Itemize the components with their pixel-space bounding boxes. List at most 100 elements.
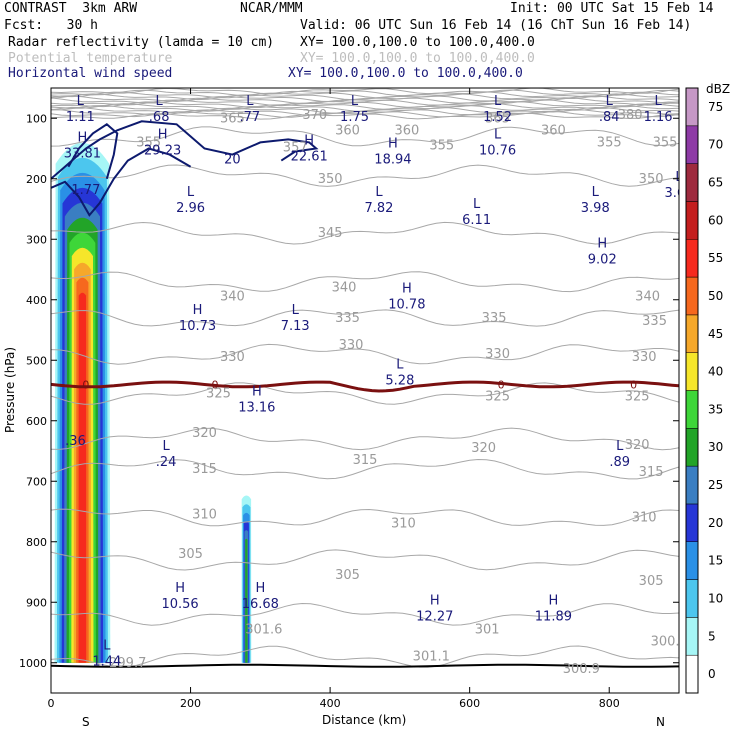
y-tick-label: 700 <box>26 475 47 488</box>
x-axis-label: Distance (km) <box>322 713 406 727</box>
extremum-value: 6.11 <box>462 213 491 228</box>
reflectivity-cell <box>241 495 252 663</box>
extremum-mark: L <box>473 197 481 212</box>
extremum-mark: H <box>158 127 168 142</box>
extremum-value: 12.27 <box>416 609 453 624</box>
colorbar-swatch <box>685 239 699 278</box>
colorbar-swatch <box>685 617 699 656</box>
isentrope-line <box>51 89 679 97</box>
theta-contour <box>51 309 679 327</box>
colorbar-level-label: 50 <box>708 289 723 303</box>
y-tick-label: 1000 <box>19 657 47 670</box>
theta-label: 340 <box>332 281 357 296</box>
extremum-value: 1.16 <box>644 110 673 125</box>
extremum-mark: L <box>396 357 404 372</box>
extremum-value: 13.16 <box>238 401 275 416</box>
extremum-value: 10.56 <box>161 597 198 612</box>
theta-label: 355 <box>429 138 454 153</box>
extremum-mark: L <box>654 94 662 109</box>
colorbar-swatch <box>685 201 699 240</box>
forecast-hour: Fcst: 30 h <box>4 18 98 33</box>
theta-label: 350 <box>318 172 343 187</box>
theta-label: 330 <box>220 350 245 365</box>
extremum-value: 1.75 <box>340 110 369 125</box>
extremum-mark: H <box>549 593 559 608</box>
isentrope-line <box>51 88 679 95</box>
theta-label: 325 <box>625 390 650 405</box>
x-tick-label: 800 <box>599 697 620 710</box>
y-tick-label: 800 <box>26 536 47 549</box>
field1-name: Radar reflectivity (lamda = 10 cm) <box>8 35 275 50</box>
theta-contour <box>51 126 679 147</box>
reflectivity-band-30 <box>245 538 248 663</box>
theta-label: 355 <box>653 135 678 150</box>
colorbar-level-label: 5 <box>708 629 716 643</box>
theta-label: 357 <box>283 140 308 155</box>
isentrope-line <box>51 97 679 105</box>
x-tick-label: 200 <box>180 697 201 710</box>
y-tick-label: 400 <box>26 294 47 307</box>
colorbar-level-label: 60 <box>708 213 723 227</box>
extremum-mark: L <box>187 185 195 200</box>
ground-line <box>51 663 679 668</box>
wind-contour <box>67 123 119 180</box>
extremum-value: 3.98 <box>581 201 610 216</box>
extremum-value: 1.52 <box>483 110 512 125</box>
extremum-value: 33.81 <box>64 146 101 161</box>
extremum-value: .89 <box>609 455 630 470</box>
extremum-value: 29.23 <box>144 143 181 158</box>
theta-label: 301.1 <box>413 650 450 665</box>
extremum-value: .24 <box>156 455 177 470</box>
theta-label: 301.6 <box>245 622 282 637</box>
theta-label: 365 <box>220 111 245 126</box>
colorbar-swatch <box>685 428 699 467</box>
extremum-mark: L <box>156 94 164 109</box>
theta-label: 320 <box>625 438 650 453</box>
theta-label: 360 <box>541 123 566 138</box>
theta-label: 330 <box>339 338 364 353</box>
colorbar-swatch <box>685 87 699 127</box>
extremum-mark: H <box>175 581 185 596</box>
colorbar-swatch <box>685 579 699 618</box>
extremum-value: 10.73 <box>179 319 216 334</box>
theta-label: 300. <box>651 635 680 650</box>
y-tick-label: 500 <box>26 354 47 367</box>
isentrope-line <box>51 112 679 120</box>
colorbar-swatch <box>685 503 699 542</box>
colorbar-level-label: 75 <box>708 100 723 114</box>
upper-isentrope-band <box>51 88 679 120</box>
y-tick-label: 100 <box>26 112 47 125</box>
freezing-level-line <box>51 380 679 393</box>
colorbar-level-label: 20 <box>708 516 723 530</box>
colorbar-level-label: 65 <box>708 176 723 190</box>
theta-label: 300.9 <box>563 662 600 677</box>
theta-label: 310 <box>192 508 217 523</box>
isentrope-line <box>51 103 679 110</box>
theta-label: 330 <box>485 347 510 362</box>
extremum-value: .84 <box>599 110 620 125</box>
colorbar-level-label: 40 <box>708 365 723 379</box>
theta-label: 325 <box>206 387 231 402</box>
plot-area: 0 0 0 0 380 370 365 365 355 357 360 360 360 355 355 355… <box>51 88 680 677</box>
theta-contours <box>51 126 679 668</box>
field1-xy: XY= 100.0,100.0 to 100.0,400.0 <box>300 35 535 50</box>
theta-label: 320 <box>471 441 496 456</box>
theta-label: 305 <box>178 547 203 562</box>
y-tick-label: 600 <box>26 415 47 428</box>
wind-contours <box>51 120 319 217</box>
colorbar-frame <box>685 87 699 694</box>
extremum-mark: L <box>375 185 383 200</box>
extremum-mark: H <box>402 282 412 297</box>
theta-contour <box>51 164 679 187</box>
model-title: CONTRAST 3km ARW <box>4 1 138 16</box>
extremum-mark: H <box>78 130 88 145</box>
reflectivity-cell <box>54 142 111 663</box>
extremum-mark: H <box>304 134 314 149</box>
x-tick-label: 400 <box>320 697 341 710</box>
y-tick-label: 300 <box>26 233 47 246</box>
colorbar-swatch <box>685 541 699 580</box>
theta-contour <box>51 382 679 405</box>
theta-label: 335 <box>335 311 360 326</box>
colorbar-level-label: 30 <box>708 440 723 454</box>
